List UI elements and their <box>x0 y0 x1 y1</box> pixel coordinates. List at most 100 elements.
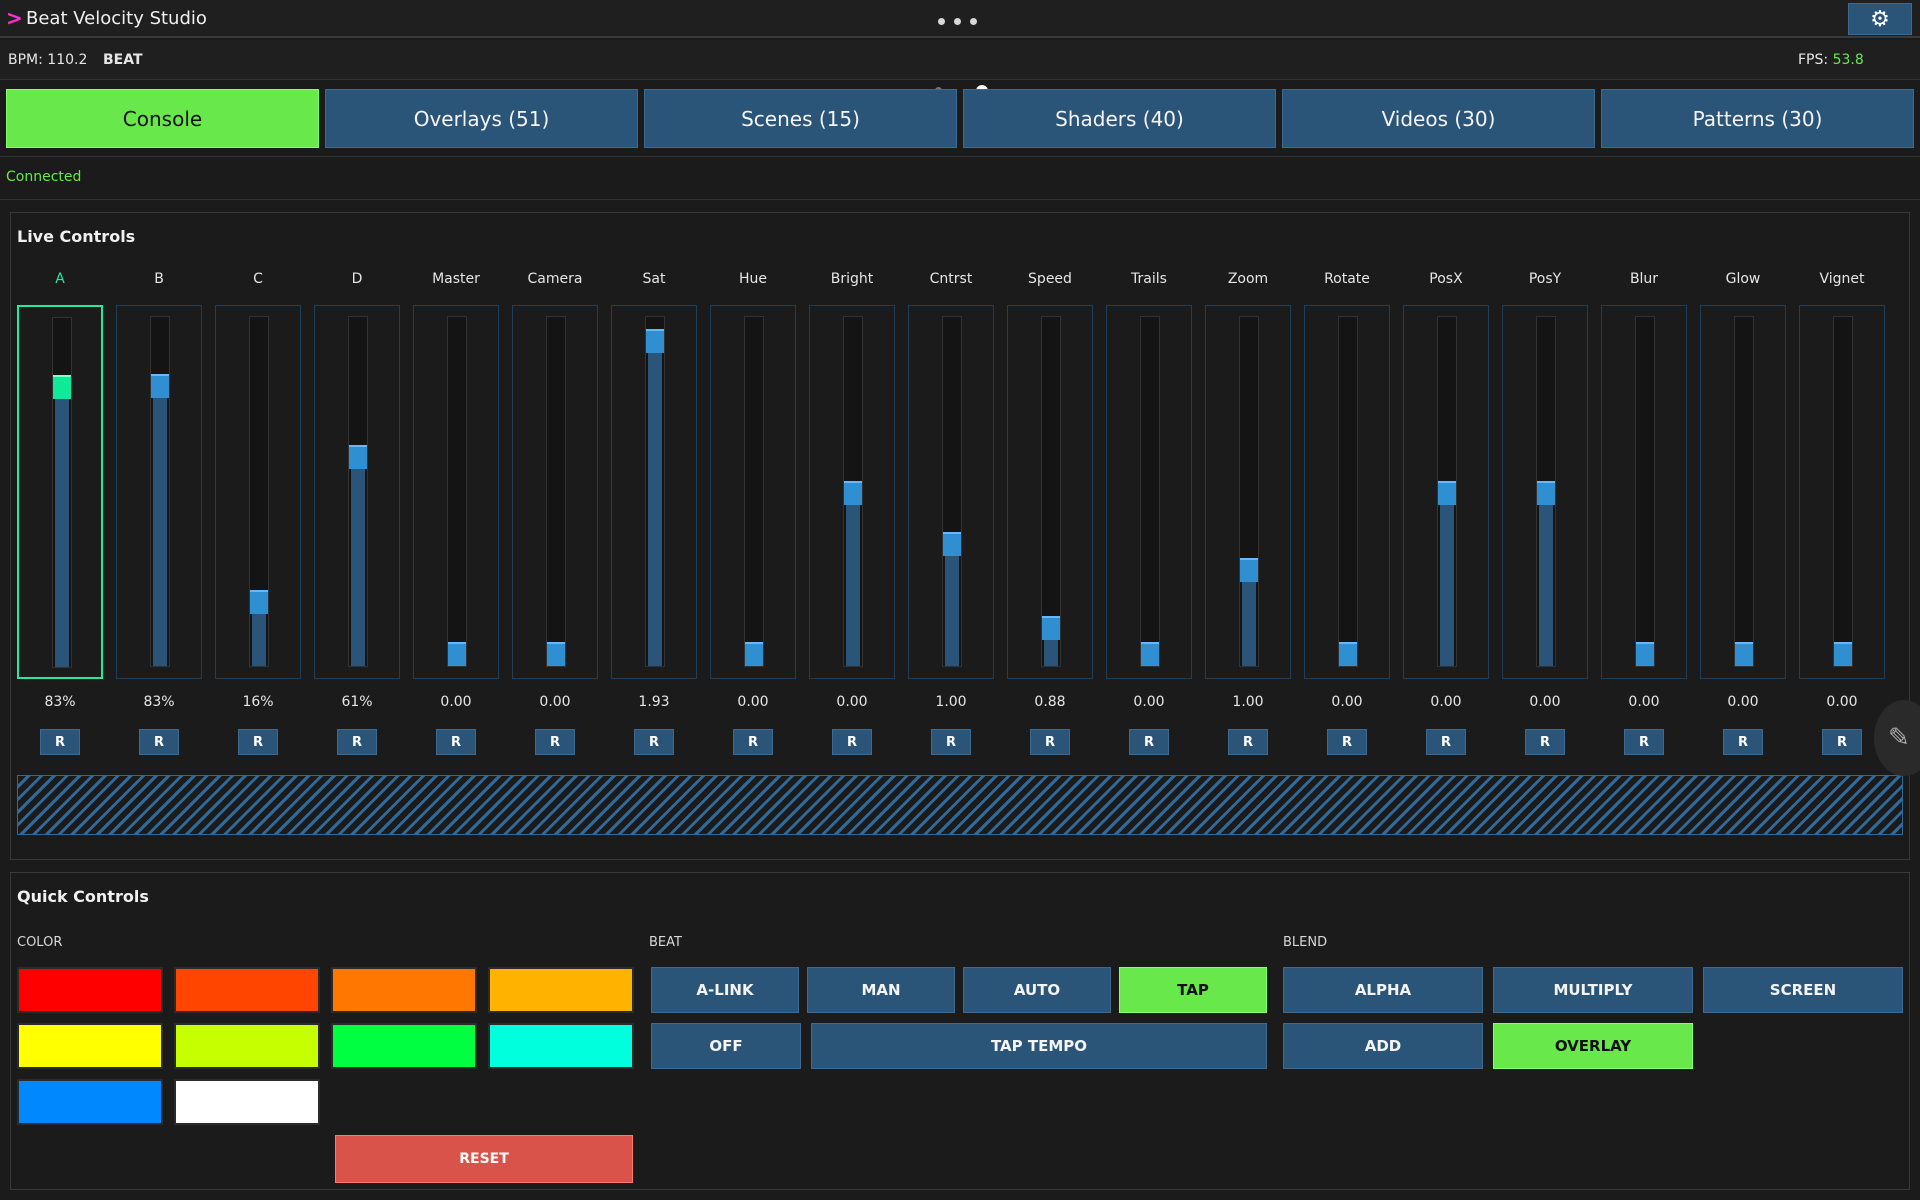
fader-handle[interactable] <box>250 590 268 614</box>
tab-overlays[interactable]: Overlays (51) <box>325 89 638 148</box>
fader-track[interactable] <box>1437 316 1457 667</box>
channel-reset-button[interactable]: R <box>436 729 476 755</box>
fader-handle[interactable] <box>1735 642 1753 666</box>
fader-frame[interactable] <box>413 305 499 679</box>
color-swatch[interactable] <box>17 1079 163 1125</box>
fader-handle[interactable] <box>1438 481 1456 505</box>
channel-reset-button[interactable]: R <box>535 729 575 755</box>
fader-frame[interactable] <box>1304 305 1390 679</box>
blend-add-button[interactable]: ADD <box>1283 1023 1483 1069</box>
fader-frame[interactable] <box>611 305 697 679</box>
channel-reset-button[interactable]: R <box>1624 729 1664 755</box>
color-swatch[interactable] <box>174 967 320 1013</box>
channel-reset-button[interactable]: R <box>931 729 971 755</box>
channel-reset-button[interactable]: R <box>1327 729 1367 755</box>
fader-handle[interactable] <box>1240 558 1258 582</box>
fader-frame[interactable] <box>809 305 895 679</box>
tab-shaders[interactable]: Shaders (40) <box>963 89 1276 148</box>
fader-handle[interactable] <box>1042 616 1060 640</box>
channel-reset-button[interactable]: R <box>1525 729 1565 755</box>
beat-man-button[interactable]: MAN <box>807 967 955 1013</box>
blend-alpha-button[interactable]: ALPHA <box>1283 967 1483 1013</box>
more-menu-icon[interactable] <box>938 10 977 25</box>
fader-handle[interactable] <box>1339 642 1357 666</box>
channel-reset-button[interactable]: R <box>1426 729 1466 755</box>
fader-handle[interactable] <box>646 329 664 353</box>
beat-auto-button[interactable]: AUTO <box>963 967 1111 1013</box>
color-swatch[interactable] <box>331 967 477 1013</box>
fader-track[interactable] <box>52 317 72 668</box>
fader-track[interactable] <box>1140 316 1160 667</box>
fader-frame[interactable] <box>1106 305 1192 679</box>
tab-patterns[interactable]: Patterns (30) <box>1601 89 1914 148</box>
channel-reset-button[interactable]: R <box>1822 729 1862 755</box>
fader-frame[interactable] <box>116 305 202 679</box>
channel-reset-button[interactable]: R <box>1030 729 1070 755</box>
fader-track[interactable] <box>249 316 269 667</box>
channel-reset-button[interactable]: R <box>1723 729 1763 755</box>
channel-reset-button[interactable]: R <box>139 729 179 755</box>
color-swatch[interactable] <box>17 967 163 1013</box>
color-swatch[interactable] <box>488 967 634 1013</box>
fader-track[interactable] <box>1536 316 1556 667</box>
fader-handle[interactable] <box>745 642 763 666</box>
fader-track[interactable] <box>843 316 863 667</box>
fader-track[interactable] <box>645 316 665 667</box>
color-swatch[interactable] <box>174 1023 320 1069</box>
color-swatch[interactable] <box>331 1023 477 1069</box>
fader-frame[interactable] <box>1700 305 1786 679</box>
fader-handle[interactable] <box>1141 642 1159 666</box>
fader-frame[interactable] <box>215 305 301 679</box>
fader-frame[interactable] <box>1799 305 1885 679</box>
tab-scenes[interactable]: Scenes (15) <box>644 89 957 148</box>
beat-tap-button[interactable]: TAP <box>1119 967 1267 1013</box>
fader-handle[interactable] <box>844 481 862 505</box>
fader-frame[interactable] <box>512 305 598 679</box>
channel-reset-button[interactable]: R <box>40 729 80 755</box>
beat-off-button[interactable]: OFF <box>651 1023 801 1069</box>
fader-frame[interactable] <box>1403 305 1489 679</box>
fader-track[interactable] <box>348 316 368 667</box>
fader-frame[interactable] <box>17 305 103 679</box>
fader-frame[interactable] <box>1502 305 1588 679</box>
fader-track[interactable] <box>1734 316 1754 667</box>
channel-reset-button[interactable]: R <box>238 729 278 755</box>
fader-track[interactable] <box>447 316 467 667</box>
drop-zone[interactable] <box>17 775 1903 835</box>
fader-track[interactable] <box>1041 316 1061 667</box>
settings-button[interactable]: ⚙ <box>1848 3 1912 35</box>
fader-frame[interactable] <box>1601 305 1687 679</box>
fader-handle[interactable] <box>151 374 169 398</box>
fader-handle[interactable] <box>1834 642 1852 666</box>
channel-reset-button[interactable]: R <box>1129 729 1169 755</box>
fader-track[interactable] <box>150 316 170 667</box>
tap-tempo-button[interactable]: TAP TEMPO <box>811 1023 1267 1069</box>
fader-frame[interactable] <box>710 305 796 679</box>
fader-handle[interactable] <box>1636 642 1654 666</box>
fader-frame[interactable] <box>314 305 400 679</box>
fader-frame[interactable] <box>1205 305 1291 679</box>
fader-track[interactable] <box>1338 316 1358 667</box>
fader-handle[interactable] <box>547 642 565 666</box>
channel-reset-button[interactable]: R <box>733 729 773 755</box>
fader-handle[interactable] <box>53 375 71 399</box>
fader-handle[interactable] <box>448 642 466 666</box>
channel-reset-button[interactable]: R <box>337 729 377 755</box>
color-reset-button[interactable]: RESET <box>335 1135 633 1183</box>
fader-handle[interactable] <box>349 445 367 469</box>
color-swatch[interactable] <box>174 1079 320 1125</box>
fader-frame[interactable] <box>908 305 994 679</box>
fader-frame[interactable] <box>1007 305 1093 679</box>
channel-reset-button[interactable]: R <box>1228 729 1268 755</box>
fader-track[interactable] <box>942 316 962 667</box>
channel-reset-button[interactable]: R <box>634 729 674 755</box>
fader-track[interactable] <box>1833 316 1853 667</box>
fader-track[interactable] <box>1635 316 1655 667</box>
tab-console[interactable]: Console <box>6 89 319 148</box>
fader-handle[interactable] <box>1537 481 1555 505</box>
fader-track[interactable] <box>1239 316 1259 667</box>
tab-videos[interactable]: Videos (30) <box>1282 89 1595 148</box>
color-swatch[interactable] <box>488 1023 634 1069</box>
pencil-icon[interactable]: ✎ <box>1874 700 1920 776</box>
fader-handle[interactable] <box>943 532 961 556</box>
